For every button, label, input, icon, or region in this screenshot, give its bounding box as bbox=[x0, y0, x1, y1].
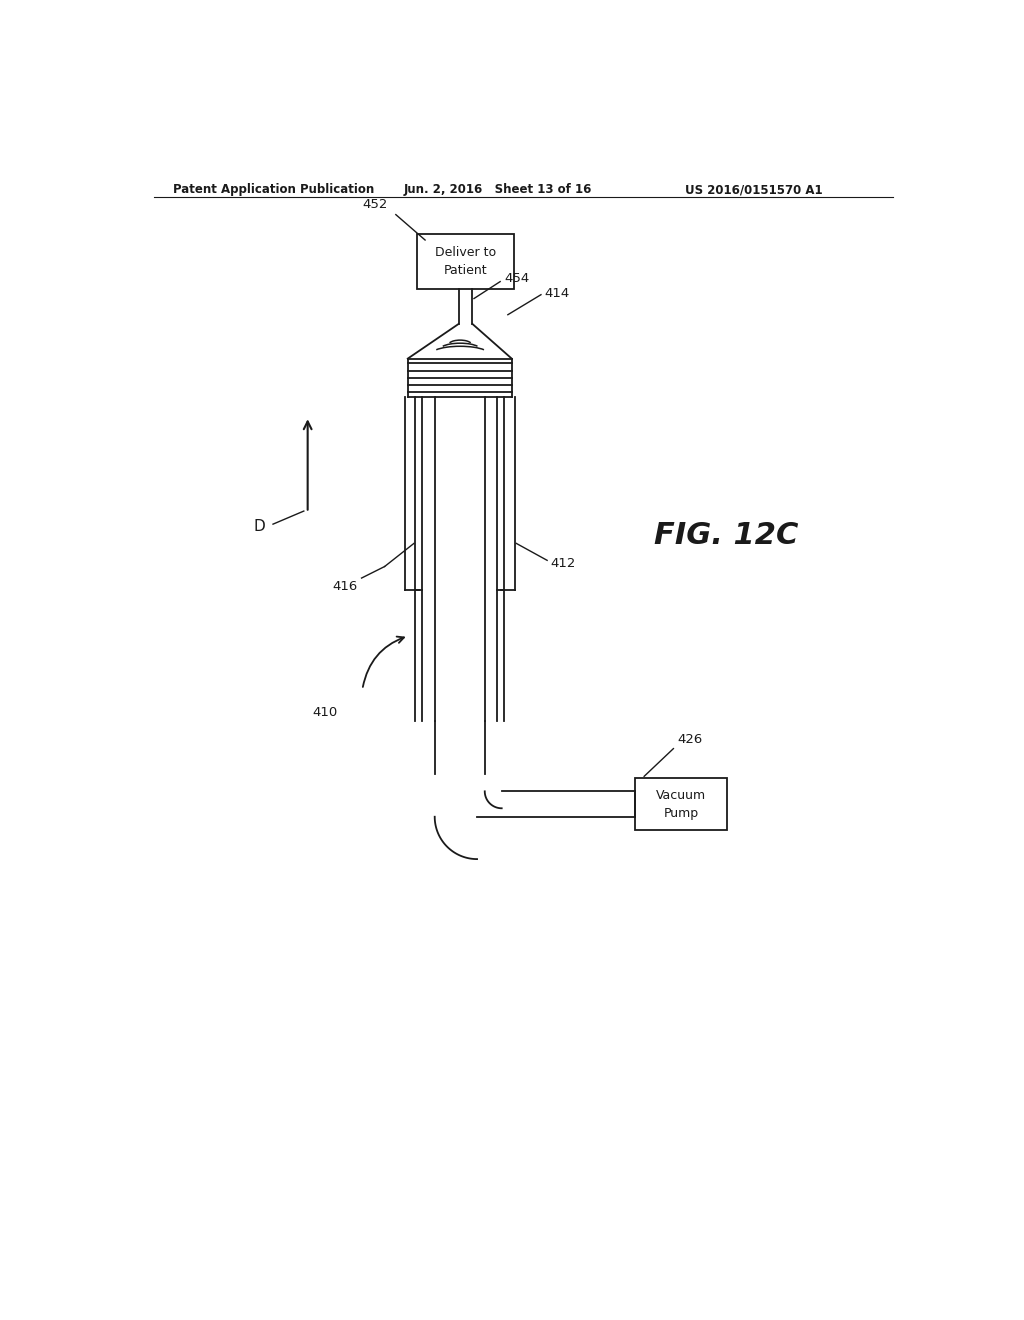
Text: D: D bbox=[254, 519, 265, 535]
Text: 410: 410 bbox=[312, 706, 338, 719]
Text: 412: 412 bbox=[550, 557, 575, 570]
Text: 414: 414 bbox=[544, 286, 569, 300]
Text: 426: 426 bbox=[677, 733, 702, 746]
Text: 416: 416 bbox=[333, 581, 357, 594]
Text: Patent Application Publication: Patent Application Publication bbox=[173, 183, 374, 197]
Bar bbox=[635, 777, 727, 830]
Text: 452: 452 bbox=[362, 198, 388, 211]
Text: Deliver to
Patient: Deliver to Patient bbox=[435, 246, 496, 277]
Text: US 2016/0151570 A1: US 2016/0151570 A1 bbox=[685, 183, 822, 197]
Text: 454: 454 bbox=[504, 272, 529, 285]
Bar bbox=[418, 234, 514, 289]
Text: Jun. 2, 2016   Sheet 13 of 16: Jun. 2, 2016 Sheet 13 of 16 bbox=[403, 183, 592, 197]
Text: Vacuum
Pump: Vacuum Pump bbox=[656, 788, 707, 820]
Text: FIG. 12C: FIG. 12C bbox=[654, 521, 799, 550]
